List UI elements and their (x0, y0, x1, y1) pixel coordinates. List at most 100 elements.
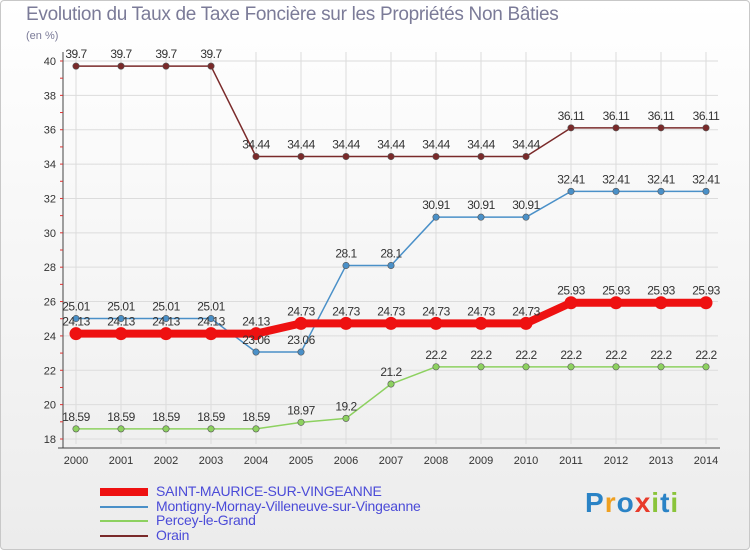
data-point (162, 425, 170, 433)
x-tick-label: 2007 (379, 455, 403, 467)
logo-letter: r (604, 487, 617, 518)
data-label: 39.7 (155, 47, 177, 61)
data-point (477, 213, 485, 221)
data-point (519, 316, 533, 330)
data-point (567, 124, 575, 132)
data-point (207, 425, 215, 433)
data-label: 25.01 (197, 300, 225, 314)
x-tick-label: 2006 (334, 455, 358, 467)
data-point (342, 261, 350, 269)
data-point (387, 261, 395, 269)
y-tick-label: 20 (44, 400, 56, 412)
data-label: 30.91 (467, 198, 495, 212)
data-point (342, 414, 350, 422)
chart-title: Evolution du Taux de Taxe Foncière sur l… (26, 4, 559, 25)
x-tick-label: 2004 (244, 455, 268, 467)
data-label: 28.1 (335, 246, 357, 260)
data-point (429, 316, 443, 330)
y-tick-label: 40 (44, 56, 56, 68)
data-label: 39.7 (65, 47, 87, 61)
y-tick-label: 24 (44, 331, 56, 343)
data-label: 34.44 (467, 138, 495, 152)
data-label: 18.59 (62, 410, 90, 424)
x-tick-label: 2000 (64, 455, 88, 467)
data-point (477, 153, 485, 161)
data-label: 22.2 (560, 348, 582, 362)
x-tick-label: 2005 (289, 455, 313, 467)
logo-letter: o (616, 487, 635, 518)
data-label: 36.11 (603, 109, 630, 123)
data-label: 30.91 (422, 198, 450, 212)
y-tick-label: 32 (44, 193, 56, 205)
data-point (72, 425, 80, 433)
legend-label: Orain (156, 526, 190, 543)
data-point (522, 153, 530, 161)
data-label: 34.44 (422, 138, 450, 152)
data-point (432, 363, 440, 371)
data-label: 32.41 (557, 172, 585, 186)
data-label: 24.13 (107, 315, 135, 329)
data-label: 24.73 (422, 304, 450, 318)
y-tick-label: 26 (44, 297, 56, 309)
data-point (432, 153, 440, 161)
data-point (117, 425, 125, 433)
data-label: 23.06 (287, 333, 315, 347)
data-label: 28.1 (380, 246, 402, 260)
data-label: 32.41 (692, 172, 720, 186)
data-point (702, 187, 710, 195)
data-label: 36.11 (558, 109, 585, 123)
data-label: 25.93 (692, 284, 720, 298)
data-point (294, 316, 308, 330)
data-label: 25.01 (107, 300, 135, 314)
data-label: 18.59 (152, 410, 180, 424)
x-tick-label: 2009 (469, 455, 493, 467)
data-label: 19.2 (335, 399, 357, 413)
data-point (252, 348, 260, 356)
data-point (387, 153, 395, 161)
data-label: 32.41 (602, 172, 630, 186)
data-label: 39.7 (110, 47, 132, 61)
x-tick-label: 2010 (514, 455, 538, 467)
data-point (384, 316, 398, 330)
y-tick-label: 38 (44, 90, 56, 102)
data-point (567, 363, 575, 371)
data-point (69, 327, 83, 341)
data-label: 36.11 (648, 109, 675, 123)
data-point (297, 348, 305, 356)
data-label: 25.93 (647, 284, 675, 298)
data-label: 34.44 (242, 138, 270, 152)
legend-swatch (100, 505, 148, 508)
data-label: 21.2 (380, 365, 402, 379)
data-point (342, 153, 350, 161)
data-point (252, 153, 260, 161)
logo-letter: x (634, 487, 652, 518)
data-point (612, 187, 620, 195)
data-point (252, 425, 260, 433)
data-label: 39.7 (200, 47, 222, 61)
x-tick-label: 2012 (604, 455, 628, 467)
data-point (159, 327, 173, 341)
data-label: 22.2 (470, 348, 492, 362)
data-point (657, 187, 665, 195)
data-label: 18.59 (107, 410, 135, 424)
data-label: 23.06 (242, 333, 270, 347)
legend-swatch (100, 534, 148, 537)
data-label: 22.2 (605, 348, 627, 362)
data-point (297, 418, 305, 426)
data-point (609, 296, 623, 310)
data-point (477, 363, 485, 371)
data-label: 24.13 (197, 315, 225, 329)
x-tick-label: 2011 (559, 455, 583, 467)
y-tick-label: 28 (44, 262, 56, 274)
data-point (297, 153, 305, 161)
data-point (72, 62, 80, 70)
data-point (387, 380, 395, 388)
data-label: 24.13 (62, 315, 90, 329)
data-point (657, 363, 665, 371)
data-point (564, 296, 578, 310)
data-label: 18.59 (197, 410, 225, 424)
data-point (612, 363, 620, 371)
proxiti-logo: Proxiti (585, 487, 679, 519)
